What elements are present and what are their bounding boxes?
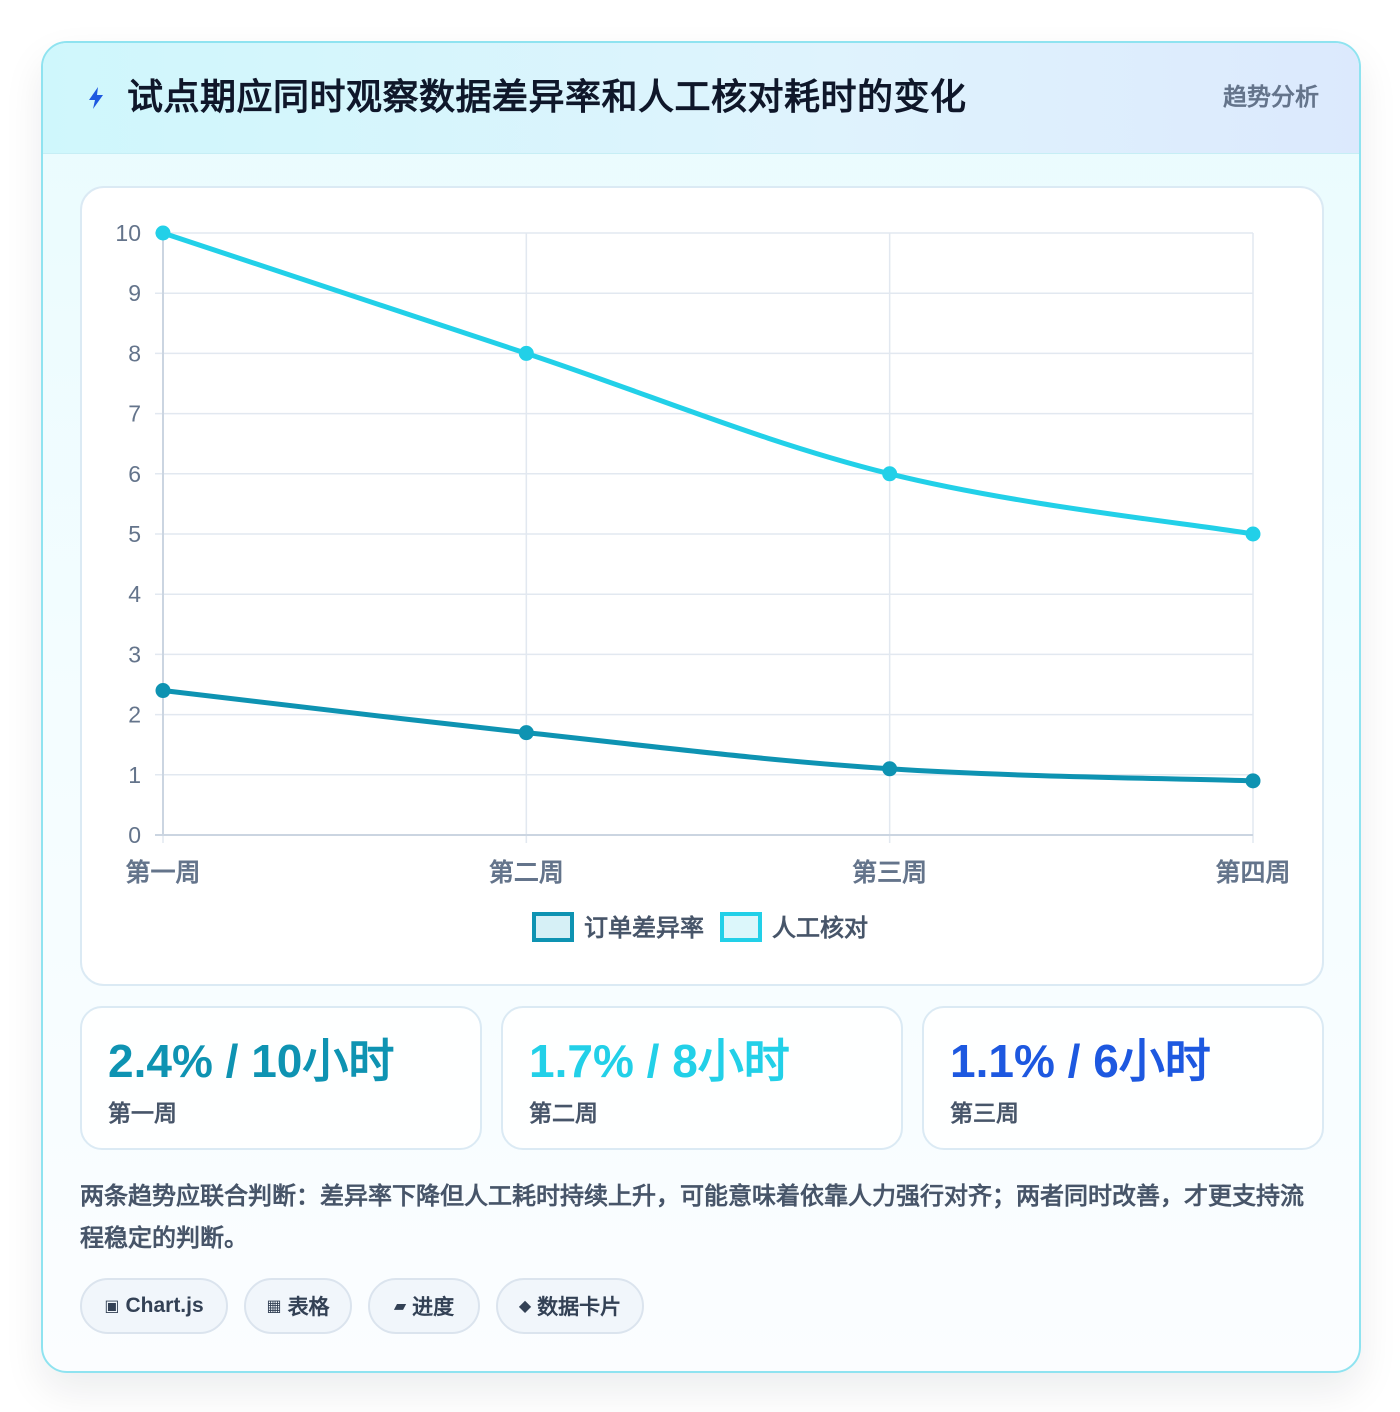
series-line	[160, 230, 1256, 537]
y-tick-label: 5	[128, 521, 141, 547]
page-title: 试点期应同时观察数据差异率和人工核对耗时的变化	[127, 76, 967, 117]
stat-label: 第二周	[529, 1100, 598, 1126]
x-tick-label: 第四周	[1215, 858, 1290, 887]
tag-label: 进度	[412, 1296, 455, 1319]
category-tag: 趋势分析	[1223, 84, 1319, 111]
stat-card-week3: 1.1% / 6小时 第三周	[922, 1006, 1324, 1150]
stat-value: 2.4% / 10小时	[108, 1035, 395, 1087]
y-tick-label: 4	[128, 581, 141, 607]
stat-label: 第一周	[108, 1100, 177, 1126]
y-tick-label: 3	[128, 641, 141, 667]
data-point	[155, 683, 171, 699]
y-tick-label: 6	[128, 461, 141, 487]
y-tick-label: 1	[128, 762, 141, 788]
stat-card-week2: 1.7% / 8小时 第二周	[501, 1006, 903, 1150]
series-line	[160, 688, 1256, 784]
y-tick-label: 7	[128, 401, 141, 427]
card-header: 试点期应同时观察数据差异率和人工核对耗时的变化 趋势分析	[43, 43, 1359, 154]
data-point	[1245, 526, 1261, 542]
data-point	[882, 466, 898, 482]
tag-chartjs[interactable]: ▣ Chart.js	[80, 1278, 228, 1334]
data-point	[518, 345, 534, 361]
legend-swatch	[532, 912, 574, 942]
stat-label: 第三周	[950, 1100, 1019, 1126]
tag-label: Chart.js	[125, 1294, 204, 1317]
chart-icon: ▣	[104, 1298, 120, 1315]
x-tick-label: 第一周	[125, 858, 200, 887]
insight-card: 试点期应同时观察数据差异率和人工核对耗时的变化 趋势分析 0 1 2 3 4 5 6 7 8 9 1…	[41, 41, 1361, 1373]
chart-panel: 0 1 2 3 4 5 6 7 8 9 10 第一周 第二周 第三周 第四周订单差异率 人工核对	[80, 186, 1324, 986]
data-point	[518, 725, 534, 741]
x-tick-label: 第二周	[489, 858, 564, 887]
legend-label: 订单差异率	[584, 914, 704, 942]
stat-value: 1.7% / 8小时	[529, 1035, 790, 1087]
tag-data-card[interactable]: ◆ 数据卡片	[496, 1278, 644, 1334]
data-point	[1245, 773, 1261, 789]
progress-icon: ▰	[393, 1298, 407, 1315]
x-tick-label: 第三周	[852, 858, 927, 887]
y-tick-label: 8	[128, 340, 141, 366]
y-tick-label: 0	[128, 822, 141, 848]
tag-table[interactable]: ▦ 表格	[244, 1278, 352, 1334]
legend-label: 人工核对	[772, 914, 868, 942]
y-tick-label: 10	[115, 220, 141, 246]
data-point	[882, 761, 898, 777]
legend-swatch	[720, 912, 762, 942]
table-icon: ▦	[266, 1298, 282, 1315]
stat-value: 1.1% / 6小时	[950, 1035, 1211, 1087]
data-point	[155, 225, 171, 241]
tag-label: 表格	[287, 1296, 330, 1319]
diamond-icon: ◆	[518, 1298, 532, 1315]
lightning-icon	[89, 87, 103, 109]
y-tick-label: 2	[128, 702, 141, 728]
analysis-note: 两条趋势应联合判断：差异率下降但人工耗时持续上升，可能意味着依靠人力强行对齐；两…	[80, 1183, 1304, 1252]
stat-card-week1: 2.4% / 10小时 第一周	[80, 1006, 482, 1150]
tag-label: 数据卡片	[537, 1296, 622, 1319]
tag-progress[interactable]: ▰ 进度	[368, 1278, 480, 1334]
y-tick-label: 9	[128, 280, 141, 306]
